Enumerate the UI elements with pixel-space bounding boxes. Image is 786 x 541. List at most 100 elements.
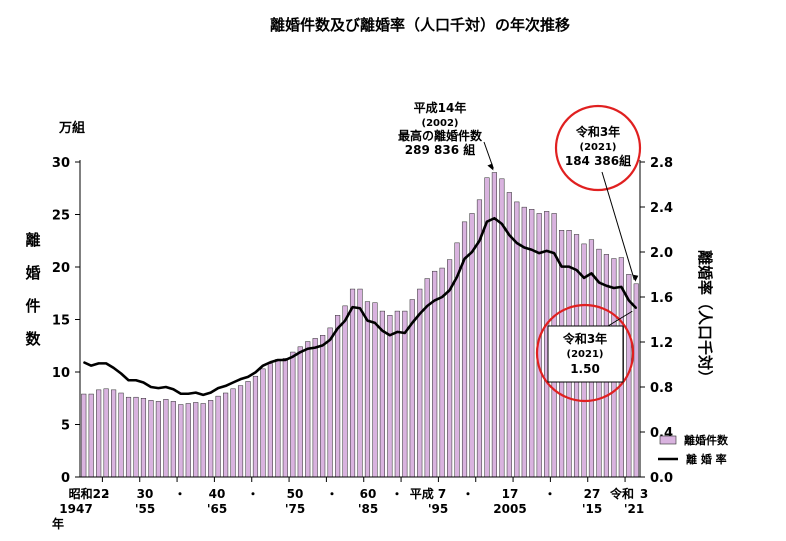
latest-rate-annotation-text: (2021)	[567, 349, 604, 360]
bar-1951	[111, 389, 117, 478]
peak-annotation-text: (2002)	[422, 118, 459, 129]
rate-point-1989	[396, 331, 398, 333]
peak-arrow-head	[487, 163, 494, 171]
left-axis-label-char: 婚	[25, 264, 40, 282]
bar-1971	[260, 368, 266, 478]
rate-point-2021	[635, 307, 637, 309]
bar-1979	[320, 335, 326, 478]
rate-point-2016	[598, 281, 600, 283]
x-era-label: ・	[391, 487, 403, 501]
x-era-label: ・	[247, 487, 259, 501]
rate-point-1967	[232, 381, 234, 384]
rate-point-1999	[471, 251, 473, 253]
x-era-label: ・	[101, 487, 113, 501]
bars-group	[81, 172, 639, 478]
x-era-label: 30	[137, 487, 154, 501]
x-era-label: ・	[326, 487, 338, 501]
rate-point-1997	[456, 276, 458, 278]
rate-point-1976	[299, 351, 301, 353]
rate-point-1963	[202, 394, 204, 396]
rate-point-1971	[262, 365, 264, 367]
rate-point-2005	[516, 242, 518, 244]
left-tick-label-15: 15	[52, 314, 70, 329]
bar-1982	[342, 305, 348, 478]
right-tick-label-1.2: 1.2	[650, 336, 673, 351]
rate-point-2019	[620, 286, 622, 288]
bar-1967	[230, 388, 236, 478]
x-year-label: '21	[624, 502, 644, 516]
rate-point-1956	[150, 386, 152, 388]
latest-count-annotation-text: 184 386組	[565, 153, 631, 168]
rate-point-1993	[426, 305, 428, 307]
rate-point-1972	[269, 361, 271, 363]
latest-rate-arrow-line	[607, 310, 633, 327]
rate-point-2009	[546, 250, 548, 252]
rate-point-2012	[568, 266, 570, 268]
right-tick-label-0.8: 0.8	[650, 381, 673, 396]
left-axis-label-char: 件	[25, 297, 40, 315]
rate-point-2003	[501, 223, 503, 225]
rate-point-1992	[419, 313, 421, 315]
latest-count-annotation-text: (2021)	[580, 142, 617, 153]
x-year-label: '85	[358, 502, 378, 516]
x-era-label: ・	[174, 487, 186, 501]
rate-point-2010	[553, 252, 555, 254]
rate-point-1961	[187, 393, 189, 395]
left-tick-label-10: 10	[52, 366, 70, 381]
bar-1955	[140, 398, 147, 478]
bar-1978	[312, 338, 318, 478]
rate-point-2020	[628, 299, 630, 301]
bar-1972	[267, 363, 273, 478]
rate-point-1947	[83, 361, 85, 363]
bar-1995	[439, 267, 445, 478]
x-year-label: '55	[135, 502, 155, 516]
rate-point-1985	[366, 320, 369, 322]
bar-1961	[185, 403, 191, 478]
right-tick-label-0.0: 0.0	[650, 471, 673, 486]
rate-point-1952	[120, 372, 122, 375]
rate-point-1975	[292, 356, 294, 358]
bar-2021	[633, 283, 639, 478]
right-tick-label-2.8: 2.8	[650, 156, 673, 171]
bar-1987	[379, 310, 385, 478]
peak-annotation-text: 289 836 組	[405, 142, 475, 157]
rate-point-1994	[434, 299, 436, 301]
rate-point-2006	[523, 246, 525, 249]
bar-1950	[103, 388, 109, 478]
rate-point-1966	[225, 385, 227, 387]
x-era-label: ・	[462, 487, 474, 501]
bar-1989	[394, 310, 400, 478]
chart-title: 離婚件数及び離婚率（人口千対）の年次推移	[270, 16, 570, 34]
bar-1977	[305, 341, 311, 478]
x-era-label: 17	[502, 487, 519, 501]
rate-point-1978	[314, 347, 316, 349]
bar-1956	[148, 400, 154, 478]
rate-point-1990	[404, 332, 406, 334]
rate-point-1968	[239, 378, 242, 380]
rate-point-1984	[359, 307, 361, 309]
bar-1947	[81, 393, 87, 478]
x-era-label: ・	[544, 487, 556, 501]
latest-count-annotation-text: 令和3年	[575, 124, 620, 139]
rate-point-1953	[127, 379, 130, 381]
bar-1963	[200, 403, 206, 478]
rate-point-1948	[90, 365, 92, 367]
bar-1966	[223, 392, 229, 478]
rate-point-1951	[113, 367, 115, 369]
x-year-label: '75	[285, 502, 305, 516]
rate-point-1980	[329, 339, 331, 341]
rate-point-2011	[561, 266, 563, 268]
bar-1960	[178, 404, 184, 478]
right-tick-label-2.4: 2.4	[650, 201, 673, 216]
left-axis-unit: 万組	[58, 120, 85, 136]
bar-1986	[372, 302, 378, 478]
bar-1949	[96, 389, 102, 478]
rate-point-2013	[575, 269, 578, 271]
rate-point-1981	[337, 327, 339, 330]
peak-annotation-text: 平成14年	[414, 100, 467, 115]
rate-point-1950	[105, 362, 107, 364]
rate-point-1991	[411, 322, 413, 324]
rate-point-1970	[254, 371, 257, 373]
